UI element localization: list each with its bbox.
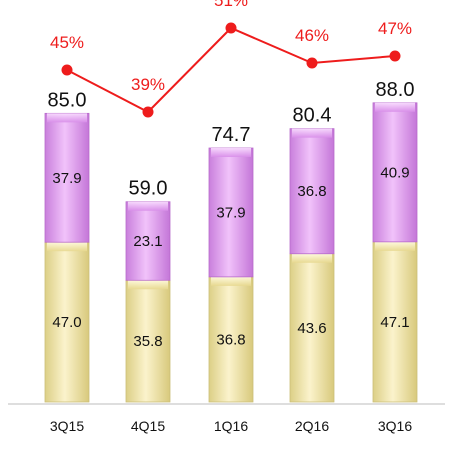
line-point [389, 50, 401, 62]
segment-label: 37.9 [216, 204, 245, 221]
percentage-line [66, 26, 396, 114]
line-point [225, 22, 237, 34]
segment-label: 35.8 [133, 333, 162, 350]
segment-label: 40.9 [380, 164, 409, 181]
percentage-label: 39% [131, 75, 165, 94]
bar-highlight [211, 148, 251, 158]
segment-label: 36.8 [297, 183, 326, 200]
bar-segment-2q16-purple [289, 128, 335, 255]
bar-highlight [211, 276, 251, 286]
bar-highlight [47, 113, 87, 123]
percentage-label: 46% [295, 26, 329, 45]
total-label: 80.4 [293, 105, 332, 127]
segment-label: 37.9 [52, 170, 81, 187]
bar-segment-1q16-purple [208, 147, 254, 278]
bar-segment-3q15-purple [44, 112, 90, 243]
total-label: 59.0 [129, 178, 168, 200]
category-label: 4Q15 [131, 418, 165, 434]
segment-label: 47.0 [52, 314, 81, 331]
bar-segment-2q16-yellow [289, 253, 335, 403]
line-point [306, 57, 318, 69]
bar-segment-1q16-yellow [208, 276, 254, 403]
percentage-label: 51% [214, 0, 248, 10]
bar-segment-4q15-purple [125, 201, 171, 281]
total-label: 85.0 [48, 89, 87, 111]
segment-label: 43.6 [297, 320, 326, 337]
bar-highlight [375, 241, 415, 251]
total-label: 74.7 [212, 124, 251, 146]
bar-highlight [47, 242, 87, 252]
percentage-label: 47% [378, 19, 412, 38]
bar-highlight [292, 128, 332, 138]
bar-highlight [292, 253, 332, 263]
line-point [142, 106, 154, 118]
category-label: 3Q15 [50, 418, 84, 434]
line-point [61, 64, 73, 76]
percentage-label: 45% [50, 33, 84, 52]
bar-segment-3q16-purple [372, 102, 418, 243]
category-label: 2Q16 [295, 418, 329, 434]
segment-label: 23.1 [133, 233, 162, 250]
bar-segment-3q16-yellow [372, 241, 418, 403]
bar-highlight [128, 280, 168, 290]
bar-highlight [375, 102, 415, 112]
bar-segment-3q15-yellow [44, 241, 90, 403]
total-label: 88.0 [376, 79, 415, 101]
bar-highlight [128, 201, 168, 211]
segment-label: 36.8 [216, 331, 245, 348]
category-label: 3Q16 [378, 418, 412, 434]
segment-label: 47.1 [380, 314, 409, 331]
category-label: 1Q16 [214, 418, 248, 434]
